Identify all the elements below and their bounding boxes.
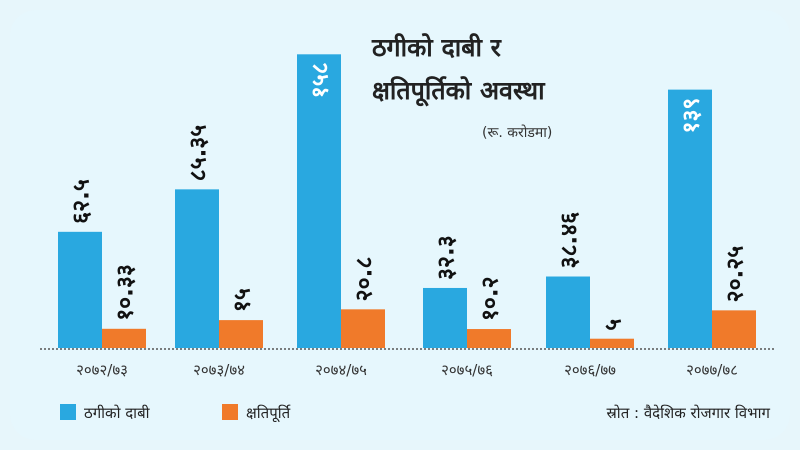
claim-value-label-5: ३८.४६: [556, 212, 582, 269]
x-tick-label-6: २०७७/७८: [686, 361, 738, 379]
claim-bar-2: [175, 189, 219, 348]
chart-panel: [10, 10, 790, 440]
compensation-value-label-2: १५: [229, 288, 255, 312]
compensation-bar-4: [467, 329, 511, 348]
claim-value-label-6: १३९: [678, 98, 704, 134]
compensation-bar-6: [712, 310, 756, 348]
bars-layer: [58, 54, 756, 349]
x-tick-label-2: २०७३/७४: [193, 361, 245, 379]
claim-bar-5: [546, 276, 590, 348]
claim-bar-3: [297, 54, 341, 349]
legend-swatch-claim: [60, 404, 76, 420]
compensation-value-label-5: ५: [600, 319, 626, 331]
claim-bar-1: [58, 231, 102, 348]
chart-title-line-1: ठगीको दाबी र: [371, 33, 503, 62]
compensation-bar-5: [590, 338, 634, 348]
unit-label: (रू. करोडमा): [482, 124, 552, 141]
value-labels: ६२.५ १०.३३ ८५.३५ १५ १५८ २०.८ ३२.३ १०.२ ३८.४६ ५ १३९…: [68, 62, 748, 330]
compensation-bar-1: [102, 328, 146, 348]
legend-label-compensation: क्षतिपूर्ति: [246, 404, 291, 423]
chart-title-line-2: क्षतिपूर्तिको अवस्था: [372, 76, 546, 107]
compensation-bar-3: [341, 309, 385, 348]
claim-value-label-3: १५८: [307, 62, 333, 98]
claim-value-label-2: ८५.३५: [185, 125, 211, 182]
compensation-value-label-1: १०.३३: [112, 264, 138, 321]
compensation-bar-2: [219, 320, 263, 348]
compensation-value-label-3: २०.८: [351, 257, 377, 302]
x-tick-label-1: २०७२/७३: [76, 361, 128, 379]
x-tick-label-5: २०७६/७७: [564, 361, 616, 379]
x-tick-label-4: २०७५/७६: [441, 361, 493, 379]
claim-value-label-4: ३२.३: [433, 235, 459, 280]
x-tick-label-3: २०७४/७५: [315, 361, 367, 379]
x-tick-labels: २०७२/७३ २०७३/७४ २०७४/७५ २०७५/७६ २०७६/७७ २०७७/…: [76, 361, 738, 379]
source-note: स्रोत : वैदेशिक रोजगार विभाग: [607, 404, 771, 422]
claim-bar-4: [423, 287, 467, 348]
claim-bar-6: [668, 89, 712, 348]
legend-swatch-compensation: [222, 404, 238, 420]
claim-value-label-1: ६२.५: [68, 179, 94, 224]
legend-label-claim: ठगीको दाबी: [84, 404, 151, 422]
compensation-value-label-4: १०.२: [477, 276, 503, 321]
compensation-value-label-6: २०.२५: [722, 246, 748, 303]
